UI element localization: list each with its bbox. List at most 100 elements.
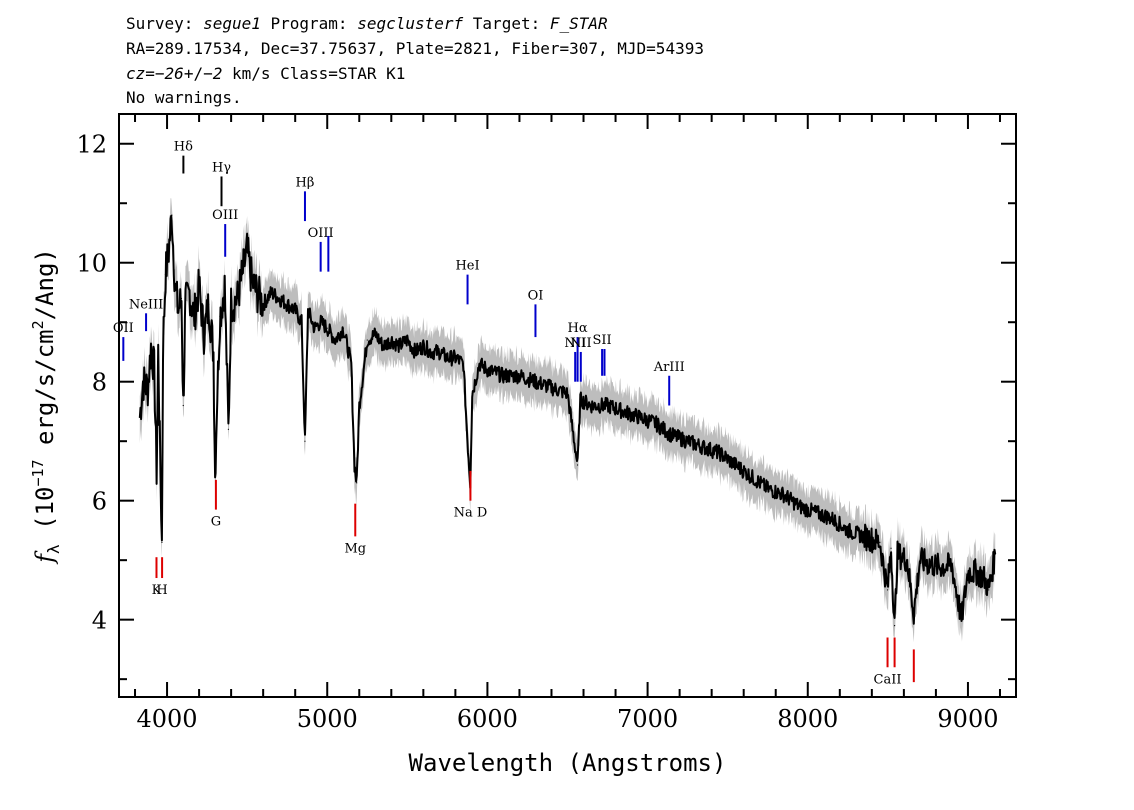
- flux-point: [241, 274, 243, 276]
- line-marker-label: Mg: [344, 541, 366, 556]
- flux-point: [919, 559, 921, 561]
- flux-point: [382, 345, 384, 347]
- flux-point: [174, 285, 176, 288]
- flux-point: [142, 381, 144, 383]
- flux-point: [579, 398, 581, 401]
- flux-point: [983, 577, 985, 579]
- flux-point: [799, 506, 801, 508]
- flux-point: [224, 285, 226, 288]
- line-marker-label: H: [156, 583, 167, 598]
- flux-point: [212, 351, 215, 353]
- y-tick-label: 8: [92, 369, 107, 397]
- flux-point: [654, 422, 657, 424]
- error-band: [139, 198, 996, 643]
- flux-point: [139, 416, 141, 418]
- line-marker-label: G: [211, 515, 221, 530]
- flux-point: [478, 363, 481, 365]
- flux-point: [847, 529, 849, 532]
- flux-point: [304, 440, 306, 442]
- flux-point: [307, 309, 309, 311]
- flux-point: [214, 476, 216, 478]
- x-tick-label: 7000: [617, 705, 678, 733]
- flux-point: [398, 345, 400, 347]
- plot-frame: [118, 113, 1017, 698]
- error-band-area: [139, 198, 996, 643]
- flux-point: [180, 297, 183, 300]
- flux-point: [534, 381, 537, 383]
- flux-point: [406, 339, 408, 341]
- axis-ticks: 4000 5000 6000 7000 8000 9000 4 6 8 10 12: [76, 114, 1016, 733]
- flux-point: [751, 476, 753, 478]
- flux-point: [262, 303, 264, 305]
- flux-point: [157, 351, 159, 353]
- flux-point: [622, 410, 625, 413]
- flux-point: [767, 488, 769, 490]
- flux-point: [159, 440, 161, 442]
- flux-point: [208, 303, 210, 305]
- flux-point: [350, 363, 352, 365]
- line-marker-label: OI: [528, 288, 544, 303]
- flux-point: [550, 387, 553, 389]
- flux-point: [735, 464, 737, 466]
- flux-point: [486, 369, 489, 371]
- flux-point: [913, 613, 915, 615]
- flux-point: [162, 345, 164, 347]
- flux-point: [502, 375, 505, 377]
- flux-point: [358, 404, 360, 407]
- y-axis-label: fλ (10−17 erg/s/cm2/Ang): [29, 248, 63, 565]
- flux-point: [251, 279, 253, 282]
- flux-point: [161, 541, 163, 543]
- flux-point: [374, 333, 376, 335]
- flux-point: [390, 339, 392, 341]
- flux-point: [278, 297, 280, 300]
- flux-point: [831, 517, 833, 520]
- flux-point: [342, 327, 344, 329]
- flux-point: [863, 535, 865, 537]
- flux-point: [168, 250, 170, 252]
- flux-point: [164, 274, 167, 276]
- flux-point: [975, 571, 977, 573]
- x-tick-label: 9000: [937, 705, 998, 733]
- flux-point: [177, 309, 179, 311]
- flux-point: [150, 345, 152, 347]
- flux-point: [430, 351, 432, 353]
- flux-point: [203, 333, 205, 335]
- flux-point: [422, 345, 424, 347]
- flux-point: [326, 327, 328, 329]
- flux-point: [576, 464, 579, 466]
- flux-point: [171, 214, 173, 216]
- line-marker-label: SII: [593, 333, 612, 348]
- x-tick-label: 8000: [777, 705, 838, 733]
- flux-point: [960, 619, 963, 621]
- flux-point: [320, 321, 322, 323]
- x-tick-label: 4000: [137, 705, 198, 733]
- flux-point: [182, 404, 184, 407]
- flux-point: [156, 470, 158, 472]
- flux-point: [719, 452, 721, 454]
- flux-point: [815, 511, 817, 514]
- flux-point: [188, 291, 191, 294]
- flux-point: [783, 494, 785, 496]
- flux-point: [896, 553, 899, 555]
- flux-point: [886, 589, 889, 591]
- line-marker-label: CaII: [874, 672, 902, 687]
- flux-point: [313, 327, 316, 329]
- flux-point: [703, 446, 705, 448]
- flux-point: [566, 393, 569, 395]
- flux-point: [147, 387, 149, 389]
- flux-point: [256, 291, 258, 294]
- flux-point: [446, 357, 448, 359]
- line-marker-label: Hα: [568, 321, 588, 336]
- flux-point: [301, 321, 303, 323]
- flux-point: [890, 547, 892, 549]
- flux-point: [219, 315, 221, 317]
- y-tick-label: 12: [76, 131, 107, 159]
- flux-series: [138, 214, 997, 627]
- line-marker-label: OII: [113, 321, 134, 336]
- flux-point: [230, 303, 232, 305]
- flux-point: [227, 428, 230, 430]
- flux-point: [951, 565, 953, 567]
- line-marker-label: OIII: [212, 208, 238, 223]
